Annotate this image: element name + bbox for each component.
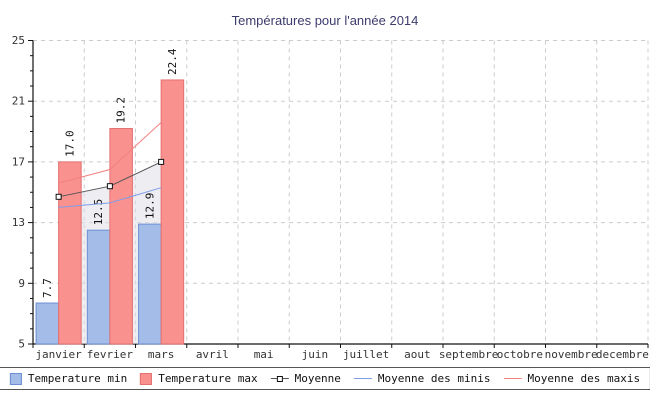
x-axis-label: decembre: [596, 348, 649, 361]
y-axis-label: 9: [18, 277, 25, 290]
x-axis-label: mai: [254, 348, 274, 361]
legend-item-moyenne: Moyenne: [270, 372, 341, 385]
legend-item-temperature-min: Temperature min: [9, 372, 128, 385]
y-axis-label: 21: [12, 95, 25, 108]
x-axis-label: septembre: [439, 348, 499, 361]
y-axis-label: 13: [12, 216, 25, 229]
moyenne-marker: [55, 193, 62, 200]
bar-value-label: 22.4: [166, 48, 179, 75]
bar-temperature-min: [86, 229, 111, 345]
legend-item-moyenne-des-maxis: Moyenne des maxis: [503, 372, 641, 385]
x-axis-label: avril: [196, 348, 229, 361]
y-axis-label: 5: [18, 338, 25, 351]
bar-value-label: 12.9: [143, 193, 156, 220]
x-axis-label: novembre: [545, 348, 598, 361]
y-axis-label: 25: [12, 34, 25, 47]
x-axis-label: aout: [404, 348, 431, 361]
bar-temperature-max: [109, 128, 133, 345]
bar-temperature-min: [35, 302, 60, 345]
bar-value-label: 19.2: [115, 97, 128, 123]
legend: Temperature min Temperature max Moyenne Moy…: [0, 367, 650, 390]
legend-line-swatch: [353, 378, 372, 379]
legend-item-moyenne-des-minis: Moyenne des minis: [353, 372, 491, 385]
x-axis-label: mars: [148, 348, 175, 361]
legend-line-swatch: [270, 376, 289, 382]
bar-temperature-min: [138, 223, 162, 345]
legend-swatch: [9, 372, 22, 385]
bar-value-label: 12.5: [92, 199, 105, 226]
bar-temperature-max: [58, 161, 82, 345]
bar-value-label: 7.7: [41, 278, 54, 298]
x-axis-label: fevrier: [87, 348, 134, 361]
x-axis-label: juin: [302, 348, 329, 361]
plot-area: 5 9 13 17 21 25 janvier fevrier mars avril mai juin…: [12, 34, 649, 361]
moyenne-marker: [158, 158, 165, 165]
legend-line-swatch: [503, 378, 522, 379]
moyenne-marker: [106, 183, 113, 190]
bar-temperature-max: [160, 79, 185, 345]
legend-swatch: [140, 372, 153, 385]
x-axis-label: janvier: [35, 348, 82, 361]
legend-item-temperature-max: Temperature max: [140, 372, 258, 385]
legend-marker-square: [276, 376, 283, 382]
x-axis-label: juillet: [343, 348, 389, 361]
legend-label: Temperature max: [158, 372, 258, 385]
chart-title: Températures pour l'année 2014: [231, 13, 419, 28]
bar-value-label: 17.0: [63, 130, 76, 157]
legend-label: Temperature min: [27, 372, 128, 385]
legend-label: Moyenne des maxis: [527, 372, 641, 385]
x-axis-label: octobre: [497, 348, 543, 361]
y-axis-label: 17: [12, 155, 25, 168]
legend-label: Moyenne des minis: [377, 372, 491, 385]
legend-label: Moyenne: [294, 372, 341, 385]
